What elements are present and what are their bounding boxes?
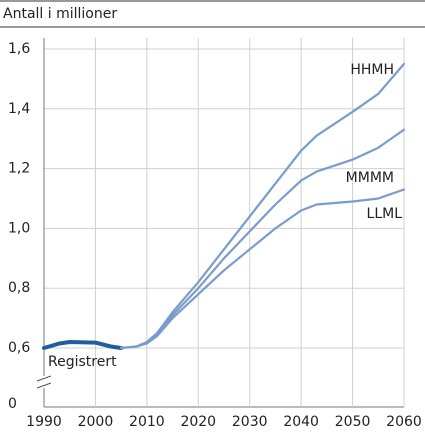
y-tick-label: 1,2 <box>8 161 30 177</box>
x-tick-label: 2040 <box>283 414 319 430</box>
x-tick-label: 2000 <box>78 414 114 430</box>
y-tick-label: 1,0 <box>8 220 30 236</box>
x-tick-label: 2050 <box>335 414 371 430</box>
series-label: Registrert <box>48 354 117 370</box>
series-line <box>42 340 124 350</box>
x-tick-label: 2030 <box>232 414 268 430</box>
axis-break <box>36 375 52 389</box>
series-line <box>120 62 406 350</box>
break-mask <box>38 376 50 388</box>
y-tick-label: 1,6 <box>8 41 30 57</box>
series-line <box>120 188 406 350</box>
series-label: LLML <box>367 206 403 222</box>
series-label: HHMH <box>350 62 394 78</box>
y-tick-label: 1,4 <box>8 101 30 117</box>
break-line <box>36 375 52 382</box>
y-tick-label: 0,6 <box>8 340 30 356</box>
x-tick-label: 2060 <box>386 414 422 430</box>
x-tick-label: 1990 <box>26 414 62 430</box>
x-tick-label: 2020 <box>180 414 216 430</box>
x-tick-label: 2010 <box>129 414 165 430</box>
chart-title: Antall i millioner <box>3 6 117 22</box>
y-tick-label: 0,8 <box>8 280 30 296</box>
series-label: MMMM <box>346 170 394 186</box>
break-line <box>36 382 52 389</box>
y-tick-label: 0 <box>8 396 17 412</box>
